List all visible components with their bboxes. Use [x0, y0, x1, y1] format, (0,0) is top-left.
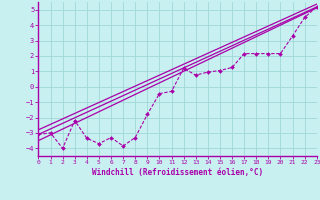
X-axis label: Windchill (Refroidissement éolien,°C): Windchill (Refroidissement éolien,°C): [92, 168, 263, 177]
